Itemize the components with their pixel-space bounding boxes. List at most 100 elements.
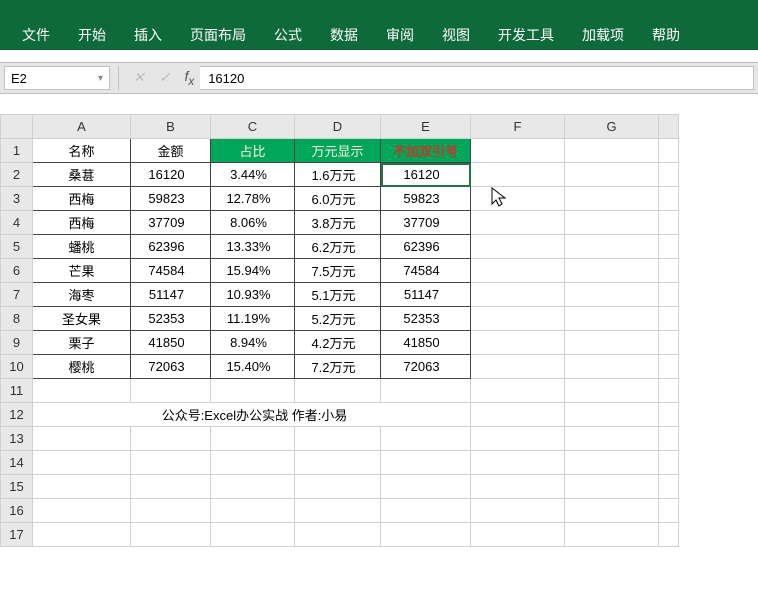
cell[interactable]: 12.78% [211, 187, 295, 211]
cell[interactable]: 72063 [381, 355, 471, 379]
row-header[interactable]: 4 [1, 211, 33, 235]
cell[interactable]: 金额 [131, 139, 211, 163]
cell[interactable]: 11.19% [211, 307, 295, 331]
cell[interactable] [659, 139, 679, 163]
tab-view[interactable]: 视图 [428, 20, 484, 50]
cell[interactable]: 72063 [131, 355, 211, 379]
cell[interactable]: 西梅 [33, 211, 131, 235]
cell[interactable] [471, 307, 565, 331]
cell[interactable] [659, 403, 679, 427]
cell[interactable] [565, 427, 659, 451]
cell[interactable] [659, 475, 679, 499]
cell[interactable] [211, 475, 295, 499]
cell[interactable]: 栗子 [33, 331, 131, 355]
cell[interactable] [471, 283, 565, 307]
name-box[interactable]: E2 ▾ [4, 66, 110, 90]
cell[interactable]: 3.44% [211, 163, 295, 187]
cell[interactable]: 59823 [131, 187, 211, 211]
cell[interactable] [295, 499, 381, 523]
cell[interactable]: 10.93% [211, 283, 295, 307]
row-header[interactable]: 9 [1, 331, 33, 355]
cell[interactable] [295, 379, 381, 403]
cell[interactable] [381, 427, 471, 451]
cell[interactable] [659, 283, 679, 307]
cell-selected[interactable]: 16120 [381, 163, 471, 187]
fx-icon[interactable]: fx [184, 68, 194, 88]
col-header-G[interactable]: G [565, 115, 659, 139]
cell[interactable] [471, 451, 565, 475]
cell[interactable] [471, 475, 565, 499]
cell[interactable] [381, 523, 471, 547]
cell[interactable]: 41850 [381, 331, 471, 355]
cell[interactable]: 1.6万元 [295, 163, 381, 187]
cell[interactable]: 51147 [381, 283, 471, 307]
cell[interactable] [659, 379, 679, 403]
cell[interactable] [295, 427, 381, 451]
cell[interactable] [33, 379, 131, 403]
cell[interactable] [659, 307, 679, 331]
cell[interactable]: 4.2万元 [295, 331, 381, 355]
cell[interactable]: 7.5万元 [295, 259, 381, 283]
col-header-B[interactable]: B [131, 115, 211, 139]
cell[interactable] [565, 379, 659, 403]
cell[interactable]: 52353 [131, 307, 211, 331]
cell[interactable] [659, 523, 679, 547]
cell[interactable] [565, 475, 659, 499]
cell[interactable] [659, 211, 679, 235]
cell[interactable] [471, 259, 565, 283]
cell[interactable] [659, 427, 679, 451]
cell[interactable]: 16120 [131, 163, 211, 187]
row-header[interactable]: 10 [1, 355, 33, 379]
cell[interactable] [33, 499, 131, 523]
cell[interactable] [471, 427, 565, 451]
row-header[interactable]: 15 [1, 475, 33, 499]
cell[interactable]: 6.0万元 [295, 187, 381, 211]
cell[interactable] [565, 451, 659, 475]
cell[interactable]: 蟠桃 [33, 235, 131, 259]
cell[interactable]: 占比 [211, 139, 295, 163]
cell[interactable] [33, 451, 131, 475]
cell[interactable]: 5.2万元 [295, 307, 381, 331]
cell[interactable] [471, 211, 565, 235]
cell[interactable] [131, 427, 211, 451]
cell[interactable]: 6.2万元 [295, 235, 381, 259]
tab-data[interactable]: 数据 [316, 20, 372, 50]
cell[interactable] [471, 331, 565, 355]
tab-layout[interactable]: 页面布局 [176, 20, 260, 50]
cell[interactable] [33, 523, 131, 547]
cell[interactable] [295, 475, 381, 499]
cell[interactable]: 15.40% [211, 355, 295, 379]
cell[interactable]: 37709 [381, 211, 471, 235]
row-header[interactable]: 2 [1, 163, 33, 187]
cell[interactable] [565, 355, 659, 379]
cell[interactable]: 圣女果 [33, 307, 131, 331]
cell[interactable] [565, 163, 659, 187]
cell[interactable] [33, 475, 131, 499]
cell[interactable] [211, 499, 295, 523]
cell[interactable] [471, 235, 565, 259]
row-header[interactable]: 13 [1, 427, 33, 451]
col-header-E[interactable]: E [381, 115, 471, 139]
cell[interactable] [471, 499, 565, 523]
cell[interactable] [211, 427, 295, 451]
cell[interactable]: 8.94% [211, 331, 295, 355]
cell[interactable]: 万元显示 [295, 139, 381, 163]
cell[interactable]: 74584 [381, 259, 471, 283]
cell[interactable]: 桑葚 [33, 163, 131, 187]
cell[interactable] [131, 379, 211, 403]
cell[interactable] [565, 499, 659, 523]
chevron-down-icon[interactable]: ▾ [98, 73, 103, 84]
cell[interactable] [659, 331, 679, 355]
cell[interactable] [565, 139, 659, 163]
cell[interactable] [565, 187, 659, 211]
cell[interactable] [565, 403, 659, 427]
cell[interactable]: 52353 [381, 307, 471, 331]
note-cell[interactable]: 公众号:Excel办公实战 作者:小易 [33, 403, 471, 427]
cell[interactable]: 41850 [131, 331, 211, 355]
row-header[interactable]: 6 [1, 259, 33, 283]
cell[interactable]: 西梅 [33, 187, 131, 211]
formula-input[interactable]: 16120 [200, 66, 754, 90]
tab-help[interactable]: 帮助 [638, 20, 694, 50]
cell[interactable] [131, 451, 211, 475]
cell[interactable] [471, 187, 565, 211]
